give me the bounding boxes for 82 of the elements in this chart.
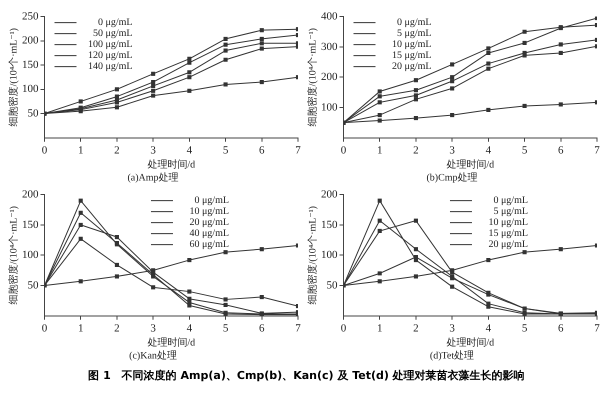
x-tick-label: 3 bbox=[449, 322, 456, 334]
y-tick-label: 250 bbox=[22, 10, 39, 22]
legend-label: 0 μg/mL bbox=[98, 17, 132, 28]
x-tick-label: 6 bbox=[259, 322, 266, 334]
legend-label: 0 μg/mL bbox=[493, 195, 528, 206]
x-tick-label: 4 bbox=[486, 144, 492, 156]
legend-label: 50 μg/mL bbox=[92, 28, 132, 40]
legend-label: 20 μg/mL bbox=[189, 217, 229, 228]
x-tick-label: 6 bbox=[259, 144, 266, 156]
legend-label: 10 μg/mL bbox=[189, 206, 229, 218]
legend-label: 60 μg/mL bbox=[189, 239, 229, 250]
legend-label: 0 μg/mL bbox=[396, 17, 432, 28]
x-tick-label: 1 bbox=[376, 322, 382, 334]
legend-label: 100 μg/mL bbox=[88, 39, 132, 50]
y-axis-title: 细胞密度/(10⁴个·mL⁻¹) bbox=[306, 206, 319, 304]
y-tick-label: 50 bbox=[28, 279, 39, 292]
y-tick-label: 200 bbox=[22, 188, 39, 200]
text: (d)Tet处理 bbox=[430, 350, 474, 362]
x-tick-label: 3 bbox=[150, 144, 156, 156]
y-tick-label: 100 bbox=[321, 249, 338, 262]
y-tick-label: 50 bbox=[326, 279, 338, 292]
x-tick-label: 2 bbox=[114, 322, 120, 334]
x-tick-label: 0 bbox=[42, 322, 48, 334]
x-axis-title: 处理时间/d bbox=[446, 158, 494, 171]
legend-label: 10 μg/mL bbox=[392, 39, 432, 50]
x-axis-title: 处理时间/d bbox=[147, 158, 196, 171]
x-tick-label: 5 bbox=[222, 322, 229, 334]
text: (c)Kan处理 bbox=[129, 350, 177, 362]
x-tick-label: 1 bbox=[376, 144, 382, 156]
y-axis-title: 细胞密度/(10⁴个·mL⁻¹) bbox=[8, 28, 20, 126]
y-tick-label: 150 bbox=[22, 58, 39, 71]
legend-label: 140 μg/mL bbox=[88, 61, 132, 72]
y-tick-label: 100 bbox=[321, 101, 338, 114]
x-tick-label: 3 bbox=[449, 144, 456, 156]
x-tick-label: 4 bbox=[486, 322, 492, 334]
x-tick-label: 6 bbox=[558, 144, 564, 156]
x-tick-label: 4 bbox=[186, 322, 193, 334]
y-tick-label: 200 bbox=[22, 34, 39, 47]
y-axis-title: 细胞密度/(10⁴个·mL⁻¹) bbox=[8, 206, 20, 304]
legend-label: 40 μg/mL bbox=[189, 228, 229, 240]
x-axis-title: 处理时间/d bbox=[446, 336, 494, 349]
y-tick-label: 50 bbox=[28, 107, 39, 120]
x-tick-label: 7 bbox=[594, 322, 600, 334]
x-tick-label: 7 bbox=[295, 144, 302, 156]
x-tick-label: 2 bbox=[413, 144, 419, 156]
x-tick-label: 1 bbox=[78, 144, 84, 156]
y-tick-label: 300 bbox=[321, 40, 338, 53]
x-tick-label: 1 bbox=[78, 322, 84, 334]
legend-label: 20 μg/mL bbox=[488, 239, 528, 250]
x-tick-label: 4 bbox=[186, 144, 193, 156]
x-tick-label: 6 bbox=[558, 322, 564, 334]
caption: 图 1 不同浓度的 Amp(a)、Cmp(b)、Kan(c) 及 Tet(d) 处理对莱茵衣藻生长的影响 bbox=[87, 368, 526, 383]
x-tick-label: 5 bbox=[522, 144, 528, 156]
legend-label: 120 μg/mL bbox=[88, 50, 132, 62]
x-tick-label: 0 bbox=[340, 144, 347, 156]
x-tick-label: 5 bbox=[522, 322, 528, 334]
legend-label: 15 μg/mL bbox=[488, 228, 528, 240]
x-tick-label: 2 bbox=[114, 144, 120, 156]
legend-label: 15 μg/mL bbox=[392, 50, 432, 62]
y-axis-title: 细胞密度/(10⁴个·mL⁻¹) bbox=[306, 28, 319, 126]
x-tick-label: 3 bbox=[150, 322, 156, 334]
y-tick-label: 200 bbox=[321, 71, 338, 84]
y-tick-label: 150 bbox=[321, 218, 338, 231]
legend-label: 20 μg/mL bbox=[392, 61, 432, 72]
x-tick-label: 0 bbox=[340, 322, 347, 334]
y-tick-label: 400 bbox=[321, 10, 338, 22]
y-tick-label: 150 bbox=[22, 218, 39, 231]
text: (b)Cmp处理 bbox=[426, 172, 478, 184]
y-tick-label: 100 bbox=[22, 83, 39, 96]
text: (a)Amp处理 bbox=[127, 172, 179, 184]
x-axis-title: 处理时间/d bbox=[147, 336, 196, 349]
x-tick-label: 7 bbox=[295, 322, 302, 334]
y-tick-label: 200 bbox=[321, 188, 338, 200]
legend-label: 0 μg/mL bbox=[194, 195, 229, 206]
y-tick-label: 100 bbox=[22, 249, 39, 262]
x-tick-label: 0 bbox=[42, 144, 48, 156]
x-tick-label: 7 bbox=[594, 144, 600, 156]
x-tick-label: 5 bbox=[222, 144, 229, 156]
legend-label: 5 μg/mL bbox=[493, 206, 528, 218]
x-tick-label: 2 bbox=[413, 322, 419, 334]
legend-label: 5 μg/mL bbox=[396, 28, 432, 40]
legend-label: 10 μg/mL bbox=[488, 217, 528, 228]
